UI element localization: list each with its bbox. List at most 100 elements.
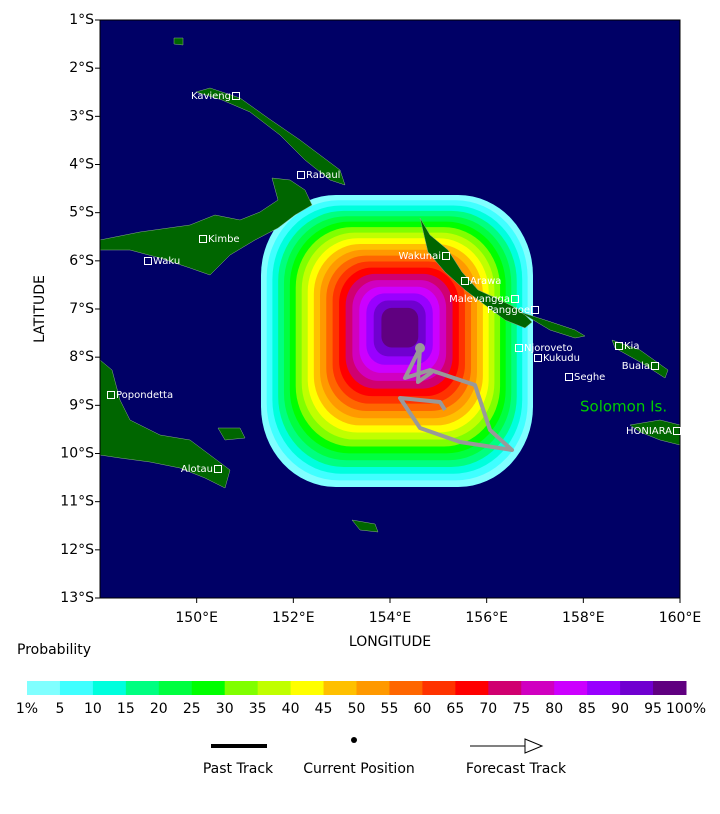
y-tick-label: 5°S	[69, 205, 94, 221]
place-label: Njoroveto	[524, 343, 573, 354]
place-marker	[199, 235, 207, 243]
colorbar-label: 95	[644, 701, 662, 717]
colorbar-swatch	[125, 681, 160, 695]
region-label: Solomon Is.	[580, 398, 667, 416]
place-label: Malevangga	[449, 294, 510, 305]
colorbar: 1% 5 10 15 20 25 30 35 40 45 50 55 60 65 70 75 80 85 90 95 1…	[16, 681, 706, 717]
place-marker	[673, 427, 681, 435]
colorbar-label: 85	[578, 701, 596, 717]
colorbar-swatch	[323, 681, 357, 695]
colorbar-label: 25	[183, 701, 201, 717]
y-tick-label: 12°S	[60, 542, 94, 558]
colorbar-swatch	[488, 681, 522, 695]
colorbar-swatch	[92, 681, 127, 695]
y-tick-label: 10°S	[60, 446, 94, 462]
colorbar-label: 70	[479, 701, 497, 717]
x-tick-label: 152°E	[272, 610, 315, 626]
colorbar-swatch	[290, 681, 325, 695]
place-marker	[531, 306, 539, 314]
y-tick-label: 13°S	[60, 590, 94, 606]
colorbar-label: 65	[446, 701, 464, 717]
colorbar-label: 75	[512, 701, 530, 717]
colorbar-label: 100%	[666, 701, 706, 717]
x-tick-label: 160°E	[659, 610, 702, 626]
colorbar-label: 50	[348, 701, 366, 717]
place-marker	[515, 344, 523, 352]
probability-field	[261, 195, 533, 487]
place-marker	[615, 342, 623, 350]
colorbar-swatch	[356, 681, 390, 695]
colorbar-label: 15	[117, 701, 135, 717]
y-tick-label: 4°S	[69, 157, 94, 173]
place-marker	[651, 362, 659, 370]
place-marker	[534, 354, 542, 362]
colorbar-label: 45	[315, 701, 333, 717]
colorbar-swatch	[224, 681, 259, 695]
y-tick-label: 1°S	[69, 12, 94, 28]
y-tick-label: 11°S	[60, 494, 94, 510]
colorbar-label: 90	[611, 701, 629, 717]
x-tick-label: 150°E	[175, 610, 218, 626]
place-label: Alotau	[181, 464, 213, 475]
colorbar-swatch	[257, 681, 292, 695]
legend-position-symbol	[351, 737, 357, 743]
colorbar-label: 30	[216, 701, 234, 717]
colorbar-swatch	[389, 681, 423, 695]
place-label: Wakunai	[399, 251, 441, 262]
place-marker	[232, 92, 240, 100]
place-label: Buala	[622, 361, 650, 372]
place-label: Kavieng	[191, 91, 231, 102]
place-marker	[144, 257, 152, 265]
forecast-track	[398, 347, 514, 452]
y-tick-label: 7°S	[69, 301, 94, 317]
colorbar-label: 60	[413, 701, 431, 717]
y-tick-label: 9°S	[69, 397, 94, 413]
colorbar-label: 55	[381, 701, 399, 717]
legend-label: Forecast Track	[466, 761, 567, 777]
place-marker	[565, 373, 573, 381]
colorbar-swatch	[554, 681, 588, 695]
y-tick-label: 2°S	[69, 60, 94, 76]
colorbar-swatch	[521, 681, 555, 695]
x-tick-label: 158°E	[562, 610, 605, 626]
legend-label: Current Position	[303, 761, 415, 777]
x-tick-label: 156°E	[465, 610, 508, 626]
plot-frame	[99, 19, 681, 599]
colorbar-swatch	[587, 681, 621, 695]
colorbar-swatch	[455, 681, 489, 695]
colorbar-label: 80	[545, 701, 563, 717]
colorbar-label: 40	[282, 701, 300, 717]
x-axis-label: LONGITUDE	[349, 634, 431, 650]
colorbar-swatch	[158, 681, 193, 695]
axes: 1°S 2°S 3°S 4°S 5°S 6°S 7°S 8°S 9°S 10°S 11°S 12°S 1…	[60, 12, 701, 626]
current-position-marker	[415, 343, 425, 353]
place-marker	[461, 277, 469, 285]
place-marker	[511, 295, 519, 303]
place-label: Seghe	[574, 372, 605, 383]
place-label: Arawa	[470, 276, 501, 287]
colorbar-label: 35	[249, 701, 267, 717]
colorbar-swatch	[59, 681, 94, 695]
colorbar-swatch	[27, 681, 61, 695]
legend-label: Past Track	[203, 761, 274, 777]
y-axis-label: LATITUDE	[32, 275, 48, 343]
place-label: Panggoe	[487, 305, 530, 316]
place-marker	[107, 391, 115, 399]
place-marker	[442, 252, 450, 260]
legend-forecast-symbol	[470, 738, 544, 754]
colorbar-swatch	[653, 681, 687, 695]
y-tick-label: 8°S	[69, 349, 94, 365]
place-marker	[297, 171, 305, 179]
place-label: HONIARA	[626, 426, 672, 437]
place-label: Rabaul	[306, 170, 340, 181]
places: Kavieng Rabaul Kimbe Waku Wakunai Arawa Maleva…	[107, 91, 681, 475]
place-label: Kia	[624, 341, 639, 352]
colorbar-label: 5	[55, 701, 64, 717]
colorbar-label: 10	[84, 701, 102, 717]
x-tick-label: 154°E	[369, 610, 412, 626]
colorbar-label: 1%	[16, 701, 38, 717]
colorbar-swatch	[620, 681, 654, 695]
place-label: Popondetta	[116, 390, 173, 401]
